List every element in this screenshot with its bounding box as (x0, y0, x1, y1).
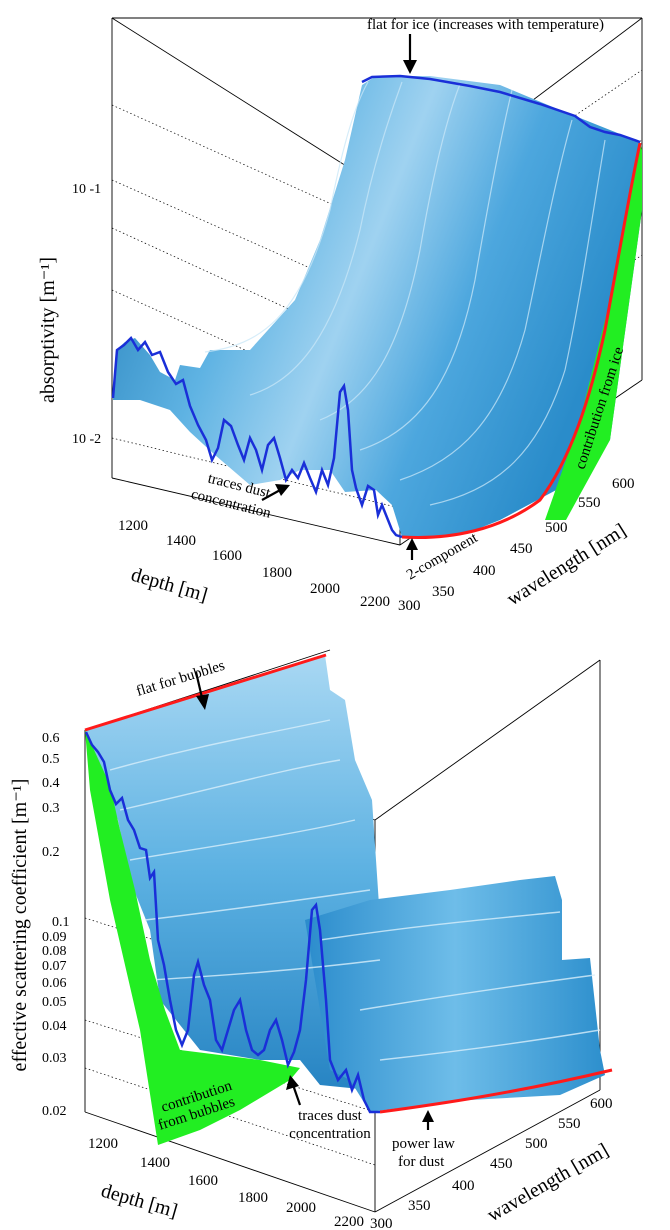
z-axis-label: absorptivity [m⁻¹] (37, 257, 59, 403)
y-tick-label: 600 (590, 1096, 613, 1112)
z-tick-label: 10 -2 (72, 432, 101, 447)
y-tick-label: 300 (398, 598, 421, 614)
x-tick-label: 1800 (238, 1190, 268, 1206)
annotation-dust-line2: concentration (289, 1126, 371, 1142)
z-axis-label: effective scattering coefficient [m⁻¹] (9, 779, 31, 1072)
annotation-power-line1: power law (392, 1136, 455, 1152)
absorptivity-panel: 10 -1 10 -2 absorptivity [m⁻¹] 1200 1400… (37, 17, 643, 614)
z-tick-label: 10 -1 (72, 182, 101, 197)
y-tick-label: 600 (612, 476, 635, 492)
y-tick-label: 450 (510, 541, 533, 557)
z-tick-label: 0.6 (42, 731, 60, 746)
y-tick-label: 500 (525, 1136, 548, 1152)
bubble-flat-line (84, 653, 327, 732)
x-tick-label: 1200 (118, 518, 148, 534)
two-component-curve (401, 142, 642, 539)
y-tick-label: 500 (545, 520, 568, 536)
y-tick-label: 450 (490, 1156, 513, 1172)
scattering-panel: 0.6 0.5 0.4 0.3 0.2 0.1 0.09 0.08 0.07 0… (9, 649, 613, 1230)
dust-power-law-line (379, 1068, 613, 1114)
x-tick-label: 2200 (334, 1214, 364, 1230)
annotation-arrowhead (286, 1075, 299, 1090)
annotation-power-line2: for dust (398, 1154, 445, 1170)
z-tick-label: 0.2 (42, 845, 60, 860)
z-tick-label: 0.3 (42, 801, 60, 816)
y-axis-label: wavelength [nm] (484, 1139, 613, 1226)
z-tick-label: 0.02 (42, 1104, 67, 1119)
z-tick-label: 0.5 (42, 752, 60, 767)
x-axis-label: depth [m] (129, 564, 210, 607)
x-tick-label: 1200 (88, 1136, 118, 1152)
z-tick-label: 0.06 (42, 976, 67, 991)
scattering-box (84, 649, 601, 1213)
scattering-dust-profile-line (84, 731, 380, 1114)
y-tick-label: 550 (578, 495, 601, 511)
ice-contribution-area (545, 143, 642, 520)
z-tick-label: 0.07 (42, 959, 67, 974)
annotation-arrowhead (403, 60, 417, 74)
z-tick-label: 0.04 (42, 1019, 67, 1034)
scattering-surface-lower (305, 876, 605, 1112)
z-tick-label: 0.08 (42, 944, 67, 959)
y-tick-label: 400 (452, 1178, 475, 1194)
scattering-surface-ridges (109, 719, 601, 1061)
dust-profile-line (111, 335, 403, 539)
x-tick-label: 1400 (140, 1155, 170, 1171)
annotation-arrowhead (422, 1110, 434, 1122)
annotation-dust-line1: traces dust (298, 1108, 363, 1124)
x-axis-label: depth [m] (99, 1180, 180, 1223)
x-tick-label: 2000 (286, 1200, 316, 1216)
annotation-arrowhead (275, 484, 290, 496)
ice-flat-line (361, 74, 641, 144)
z-tick-label: 0.03 (42, 1051, 67, 1066)
x-tick-label: 1600 (188, 1173, 218, 1189)
y-tick-label: 350 (408, 1198, 431, 1214)
x-tick-label: 2000 (310, 581, 340, 597)
x-tick-label: 2200 (360, 594, 390, 610)
absorptivity-surface-ridges (204, 81, 606, 506)
annotation-flat-for-ice: flat for ice (increases with temperature… (367, 17, 604, 33)
z-tick-label: 0.05 (42, 995, 67, 1010)
z-tick-label: 0.4 (42, 776, 60, 791)
y-tick-label: 350 (432, 584, 455, 600)
x-tick-label: 1400 (166, 533, 196, 549)
bubble-contribution-area (85, 730, 300, 1145)
z-tick-label: 0.1 (52, 915, 70, 930)
y-tick-label: 300 (370, 1216, 393, 1230)
annotation-arrowhead (196, 694, 209, 710)
z-tick-label: 0.09 (42, 930, 67, 945)
x-tick-label: 1600 (212, 548, 242, 564)
y-tick-label: 550 (558, 1116, 581, 1132)
absorptivity-surface (113, 76, 642, 538)
y-tick-label: 400 (473, 563, 496, 579)
x-tick-label: 1800 (262, 565, 292, 581)
annotation-arrowhead (406, 538, 418, 550)
